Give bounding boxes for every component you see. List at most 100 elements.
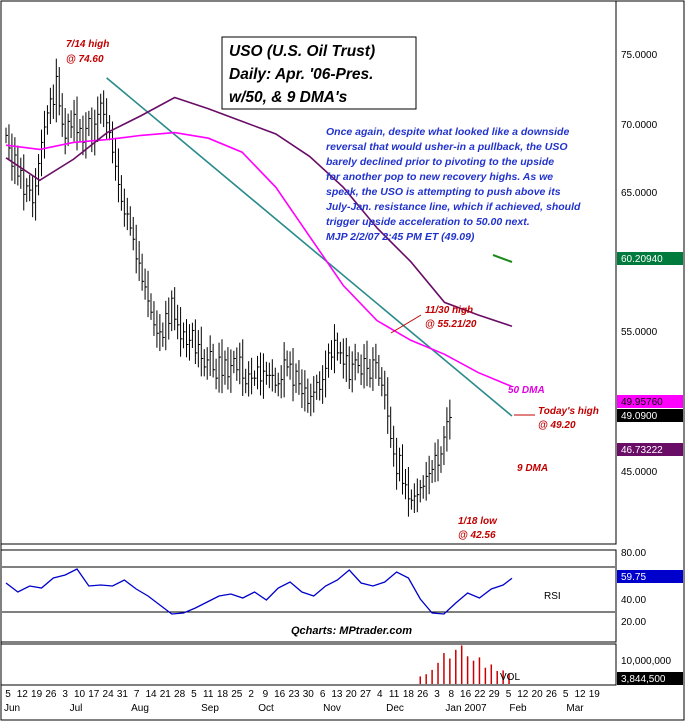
value-tag-9dma: 46.73222 (621, 445, 663, 456)
x-tick-label: 5 (563, 689, 569, 700)
annotation-jan-low-value: @ 42.56 (458, 530, 496, 541)
x-tick-label: 28 (174, 689, 186, 700)
x-month-label: Oct (258, 703, 274, 714)
annotation-leader (390, 314, 422, 334)
x-tick-label: 8 (449, 689, 455, 700)
x-tick-label: 12 (517, 689, 529, 700)
x-tick-label: 25 (231, 689, 243, 700)
x-tick-label: 16 (460, 689, 472, 700)
price-axis: 75.0000 70.0000 65.0000 55.0000 45.0000 (621, 50, 658, 478)
rsi-tick-20: 20.00 (621, 617, 646, 628)
x-tick-label: 2 (248, 689, 254, 700)
x-tick-label: 20 (532, 689, 544, 700)
x-tick-label: 29 (489, 689, 501, 700)
x-tick-label: 3 (434, 689, 440, 700)
y-tick-label: 70.0000 (621, 120, 658, 131)
x-tick-label: 5 (191, 689, 197, 700)
rsi-tick-80: 80.00 (621, 548, 646, 559)
target-marker (492, 254, 513, 263)
x-month-label: Jun (4, 703, 20, 714)
value-tag-50dma: 49.95760 (621, 397, 663, 408)
commentary-line: July-Jan. resistance line, which if achi… (326, 201, 581, 213)
x-month-label: Sep (201, 703, 219, 714)
annotation-july-high-value: @ 74.60 (66, 54, 104, 65)
commentary-line: speak, the USO is attempting to push abo… (326, 186, 561, 198)
value-tag-bg (617, 252, 683, 265)
vol-label: VOL (500, 672, 520, 683)
x-tick-label: 12 (574, 689, 586, 700)
nine-dma-line (5, 96, 513, 328)
x-tick-label: 7 (134, 689, 140, 700)
x-tick-label: 23 (288, 689, 300, 700)
commentary-line: MJP 2/2/07 2:45 PM ET (49.09) (326, 231, 475, 243)
chart-title-line2: Daily: Apr. '06-Pres. (229, 66, 373, 83)
x-tick-label: 3 (62, 689, 68, 700)
x-month-label: Jul (70, 703, 83, 714)
annotation-nov-high-label: 11/30 high (425, 305, 473, 316)
annotation-today-high-value: @ 49.20 (538, 420, 576, 431)
commentary-line: reversal that would usher-in a pullback,… (326, 141, 568, 153)
x-month-label: Jan 2007 (445, 703, 487, 714)
x-tick-label: 5 (5, 689, 11, 700)
volume-panel (0, 643, 617, 686)
x-month-label: Mar (566, 703, 584, 714)
x-tick-label: 31 (117, 689, 129, 700)
value-tags: 60.20940 49.95760 49.0900 46.73222 (617, 252, 683, 456)
annotation-nov-high-value: @ 55.21/20 (425, 319, 477, 330)
x-tick-label: 19 (589, 689, 601, 700)
chart-title-box: USO (U.S. Oil Trust) Daily: Apr. '06-Pre… (221, 36, 417, 110)
rsi-label: RSI (544, 591, 561, 602)
annotation-july-high-label: 7/14 high (66, 39, 109, 50)
chart-title-line1: USO (U.S. Oil Trust) (229, 43, 375, 60)
x-tick-label: 27 (360, 689, 372, 700)
annotation-today-high-label: Today's high (538, 406, 599, 417)
x-tick-label: 19 (31, 689, 43, 700)
x-tick-label: 30 (303, 689, 315, 700)
x-month-label: Feb (509, 703, 527, 714)
commentary-line: for another pop to new recovery highs. A… (326, 171, 553, 183)
x-tick-label: 13 (331, 689, 343, 700)
x-tick-label: 21 (160, 689, 172, 700)
y-tick-label: 65.0000 (621, 188, 658, 199)
x-tick-label: 18 (403, 689, 415, 700)
x-tick-label: 12 (17, 689, 29, 700)
rsi-value-tag-bg (617, 570, 683, 583)
value-tag-60: 60.20940 (621, 254, 663, 265)
value-tag-bg (617, 409, 683, 422)
x-tick-label: 6 (320, 689, 326, 700)
x-tick-label: 22 (474, 689, 486, 700)
vol-value-tag-bg (617, 672, 683, 685)
commentary-line: barely declined prior to pivoting to the… (326, 156, 554, 168)
x-month-label: Aug (131, 703, 149, 714)
chart-credit: Qcharts: MPtrader.com (291, 625, 412, 637)
rsi-value-tag: 59.75 (621, 572, 646, 583)
x-tick-label: 20 (346, 689, 358, 700)
x-tick-label: 16 (274, 689, 286, 700)
x-tick-label: 26 (417, 689, 429, 700)
title-box-border (221, 36, 417, 110)
annotations: 7/14 high @ 74.60 11/30 high @ 55.21/20 … (66, 39, 599, 541)
y-tick-label: 55.0000 (621, 327, 658, 338)
annotation-jan-low-label: 1/18 low (458, 516, 498, 527)
x-tick-label: 11 (389, 689, 400, 700)
vol-value-tag: 3,844,500 (621, 674, 666, 685)
x-tick-label: 10 (74, 689, 86, 700)
commentary-line: trigger upside acceleration to 50.00 nex… (326, 216, 530, 228)
fifty-dma-line (5, 131, 513, 388)
rsi-panel (0, 549, 617, 643)
y-tick-label: 75.0000 (621, 50, 658, 61)
x-tick-label: 11 (203, 689, 214, 700)
commentary: Once again, despite what looked like a d… (326, 126, 581, 243)
annotation-50dma: 50 DMA (508, 385, 545, 396)
x-tick-label: 5 (506, 689, 512, 700)
x-tick-label: 17 (88, 689, 100, 700)
x-tick-label: 18 (217, 689, 229, 700)
rsi-line (5, 568, 513, 615)
x-month-label: Nov (323, 703, 341, 714)
value-tag-bg (617, 395, 683, 408)
x-tick-label: 26 (45, 689, 57, 700)
y-tick-label: 45.0000 (621, 467, 658, 478)
commentary-line: Once again, despite what looked like a d… (326, 126, 569, 138)
rsi-tick-40: 40.00 (621, 595, 646, 606)
